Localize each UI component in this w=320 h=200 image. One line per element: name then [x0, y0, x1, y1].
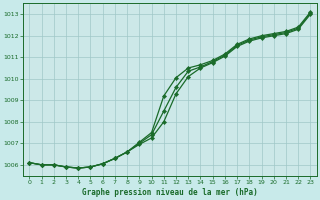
X-axis label: Graphe pression niveau de la mer (hPa): Graphe pression niveau de la mer (hPa) — [82, 188, 258, 197]
